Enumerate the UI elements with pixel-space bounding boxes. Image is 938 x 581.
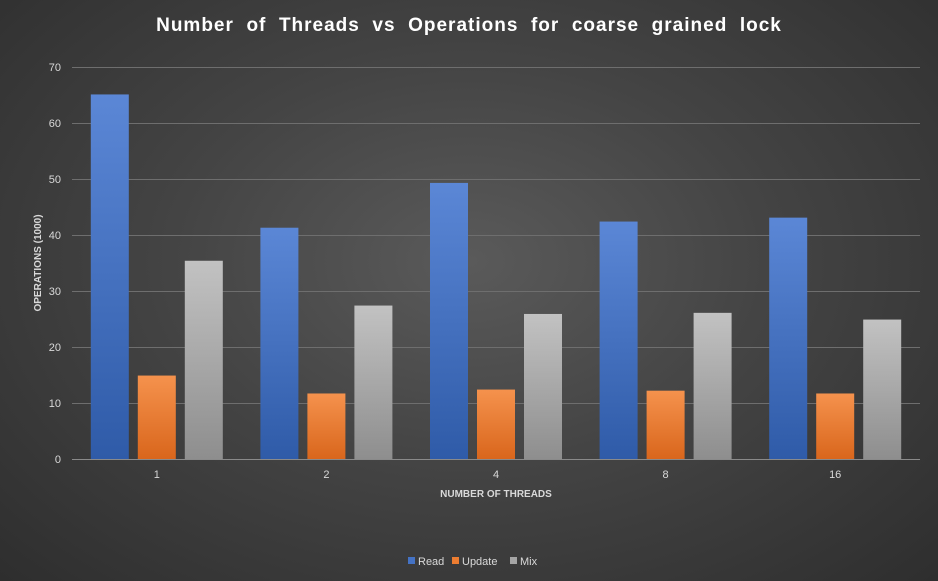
bar-read-1 — [90, 94, 129, 459]
x-axis-ticks: 1 2 4 8 16 — [154, 469, 842, 481]
legend-label-read: Read — [418, 556, 444, 568]
legend-label-update: Update — [462, 556, 497, 568]
bar-update-4 — [477, 389, 515, 459]
bar-read-2 — [260, 227, 299, 459]
legend-swatch-update — [452, 557, 459, 564]
y-tick-label: 70 — [49, 62, 61, 74]
bar-update-2 — [307, 393, 346, 459]
y-axis-ticks: 0 10 20 30 40 50 60 70 — [49, 62, 61, 466]
bar-update-16 — [816, 393, 855, 459]
bar-read-4 — [430, 182, 468, 460]
y-tick-label: 0 — [55, 454, 61, 466]
legend-label-mix: Mix — [520, 556, 538, 568]
y-tick-label: 40 — [49, 230, 61, 242]
legend-swatch-read — [408, 557, 415, 564]
bar-update-8 — [646, 390, 685, 459]
bar-mix-4 — [524, 313, 562, 459]
y-tick-label: 50 — [49, 174, 61, 186]
bars — [90, 94, 902, 460]
y-tick-label: 20 — [49, 342, 61, 354]
chart-title: Number of Threads vs Operations for coar… — [156, 15, 782, 36]
legend-swatch-mix — [510, 557, 517, 564]
bar-mix-1 — [184, 260, 223, 459]
bar-update-1 — [137, 375, 176, 459]
bar-read-16 — [769, 217, 808, 459]
y-axis-label: OPERATIONS (1000) — [33, 214, 44, 311]
x-tick-label: 1 — [154, 469, 160, 481]
bar-mix-16 — [863, 319, 902, 459]
y-tick-label: 30 — [49, 286, 61, 298]
x-tick-label: 16 — [829, 469, 841, 481]
x-tick-label: 8 — [663, 469, 669, 481]
x-axis-label: NUMBER OF THREADS — [440, 489, 552, 500]
legend: Read Update Mix — [408, 556, 538, 568]
x-tick-label: 4 — [493, 469, 499, 481]
bar-mix-8 — [693, 312, 732, 459]
bar-read-8 — [599, 221, 638, 459]
y-tick-label: 10 — [49, 398, 61, 410]
x-tick-label: 2 — [323, 469, 329, 481]
bar-mix-2 — [354, 305, 393, 459]
y-tick-label: 60 — [49, 118, 61, 130]
